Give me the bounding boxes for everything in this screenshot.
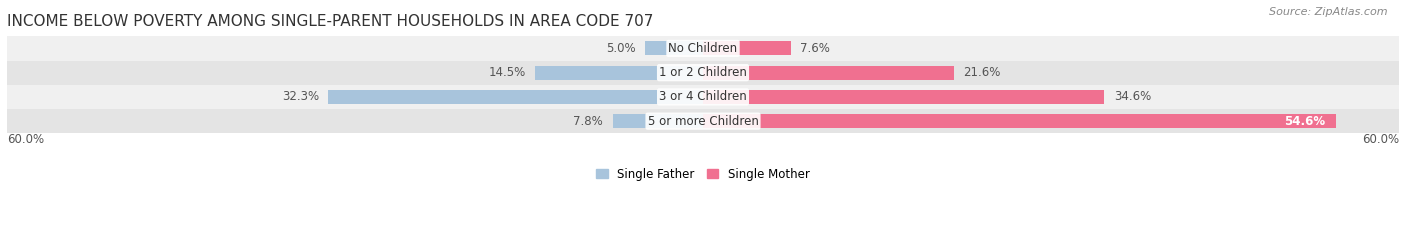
Bar: [703, 90, 1104, 104]
Text: Source: ZipAtlas.com: Source: ZipAtlas.com: [1270, 7, 1388, 17]
Bar: [7, 85, 1399, 109]
Text: No Children: No Children: [668, 42, 738, 55]
Text: 5.0%: 5.0%: [606, 42, 636, 55]
Bar: [703, 66, 953, 80]
Text: 60.0%: 60.0%: [7, 133, 44, 146]
Bar: [534, 66, 703, 80]
Bar: [613, 114, 703, 128]
Text: 54.6%: 54.6%: [1284, 115, 1324, 128]
Text: 21.6%: 21.6%: [963, 66, 1000, 79]
Legend: Single Father, Single Mother: Single Father, Single Mother: [596, 168, 810, 181]
Bar: [7, 61, 1399, 85]
Text: 1 or 2 Children: 1 or 2 Children: [659, 66, 747, 79]
Text: 7.6%: 7.6%: [800, 42, 831, 55]
Bar: [7, 109, 1399, 133]
Bar: [703, 114, 1337, 128]
Bar: [7, 36, 1399, 61]
Text: 32.3%: 32.3%: [281, 90, 319, 103]
Bar: [328, 90, 703, 104]
Text: 60.0%: 60.0%: [1362, 133, 1399, 146]
Text: 5 or more Children: 5 or more Children: [648, 115, 758, 128]
Text: 14.5%: 14.5%: [488, 66, 526, 79]
Bar: [703, 41, 792, 55]
Text: INCOME BELOW POVERTY AMONG SINGLE-PARENT HOUSEHOLDS IN AREA CODE 707: INCOME BELOW POVERTY AMONG SINGLE-PARENT…: [7, 14, 654, 28]
Text: 7.8%: 7.8%: [574, 115, 603, 128]
Text: 3 or 4 Children: 3 or 4 Children: [659, 90, 747, 103]
Text: 34.6%: 34.6%: [1114, 90, 1152, 103]
Bar: [645, 41, 703, 55]
